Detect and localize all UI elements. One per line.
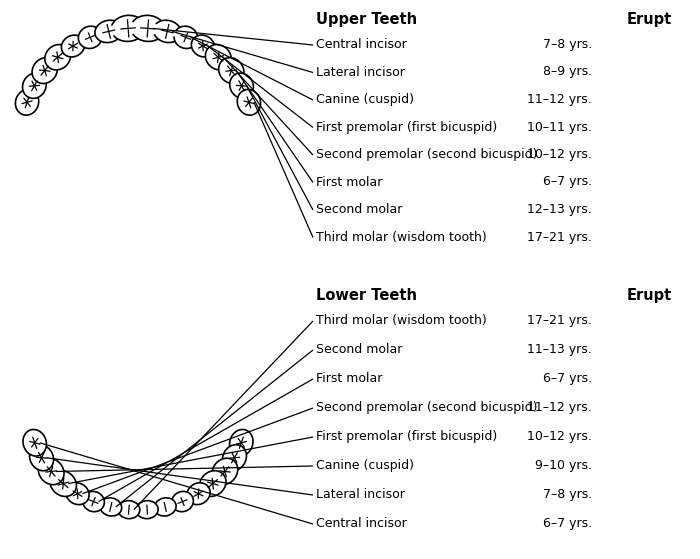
Ellipse shape <box>32 58 57 83</box>
Text: Third molar (wisdom tooth): Third molar (wisdom tooth) <box>316 314 486 327</box>
Ellipse shape <box>99 26 118 37</box>
Text: Canine (cuspid): Canine (cuspid) <box>316 93 414 106</box>
Text: First premolar (first bicuspid): First premolar (first bicuspid) <box>316 121 497 134</box>
Text: First molar: First molar <box>316 372 382 385</box>
Ellipse shape <box>45 45 71 70</box>
Ellipse shape <box>172 491 193 511</box>
Text: 11–12 yrs.: 11–12 yrs. <box>527 93 592 106</box>
Text: 6–7 yrs.: 6–7 yrs. <box>543 176 592 188</box>
Ellipse shape <box>212 458 238 485</box>
Ellipse shape <box>15 89 38 115</box>
Ellipse shape <box>62 35 85 57</box>
Text: Central incisor: Central incisor <box>316 38 407 51</box>
Ellipse shape <box>237 89 260 115</box>
Text: First premolar (first bicuspid): First premolar (first bicuspid) <box>316 430 497 443</box>
Text: 11–12 yrs.: 11–12 yrs. <box>527 401 592 414</box>
Text: 7–8 yrs.: 7–8 yrs. <box>542 38 592 51</box>
Text: 10–12 yrs.: 10–12 yrs. <box>527 148 592 161</box>
Text: 17–21 yrs.: 17–21 yrs. <box>527 230 592 244</box>
Text: Erupt: Erupt <box>627 288 672 303</box>
Text: Second molar: Second molar <box>316 343 402 356</box>
Ellipse shape <box>66 483 89 505</box>
Text: Third molar (wisdom tooth): Third molar (wisdom tooth) <box>316 230 486 244</box>
Ellipse shape <box>100 498 122 516</box>
Ellipse shape <box>174 26 197 49</box>
Ellipse shape <box>23 429 46 456</box>
Text: 7–8 yrs.: 7–8 yrs. <box>542 488 592 501</box>
Ellipse shape <box>78 26 102 49</box>
Ellipse shape <box>131 15 164 41</box>
Ellipse shape <box>223 445 246 471</box>
Text: 6–7 yrs.: 6–7 yrs. <box>543 372 592 385</box>
Ellipse shape <box>153 20 181 42</box>
Text: 17–21 yrs.: 17–21 yrs. <box>527 314 592 327</box>
Ellipse shape <box>199 471 226 496</box>
Text: Second molar: Second molar <box>316 203 402 216</box>
Text: Lateral incisor: Lateral incisor <box>316 65 405 78</box>
Ellipse shape <box>118 501 140 519</box>
Text: 11–13 yrs.: 11–13 yrs. <box>527 343 592 356</box>
Text: 9–10 yrs.: 9–10 yrs. <box>535 459 592 472</box>
Ellipse shape <box>191 35 215 57</box>
Text: 10–11 yrs.: 10–11 yrs. <box>527 121 592 134</box>
Ellipse shape <box>83 491 104 511</box>
Ellipse shape <box>205 45 231 70</box>
Text: Central incisor: Central incisor <box>316 517 407 530</box>
Ellipse shape <box>116 22 140 35</box>
Ellipse shape <box>136 501 158 519</box>
Text: Second premolar (second bicuspid): Second premolar (second bicuspid) <box>316 148 538 161</box>
Text: 10–12 yrs.: 10–12 yrs. <box>527 430 592 443</box>
Text: First molar: First molar <box>316 176 382 188</box>
Text: 8–9 yrs.: 8–9 yrs. <box>543 65 592 78</box>
Text: Lower Teeth: Lower Teeth <box>316 288 417 303</box>
Ellipse shape <box>154 498 176 516</box>
Text: 6–7 yrs.: 6–7 yrs. <box>543 517 592 530</box>
Ellipse shape <box>22 73 46 98</box>
Ellipse shape <box>38 458 64 485</box>
Ellipse shape <box>29 445 54 471</box>
Ellipse shape <box>230 429 253 456</box>
Ellipse shape <box>95 20 122 42</box>
Ellipse shape <box>158 26 177 37</box>
Ellipse shape <box>136 22 160 35</box>
Text: Second premolar (second bicuspid): Second premolar (second bicuspid) <box>316 401 538 414</box>
Ellipse shape <box>218 58 244 83</box>
Text: Lateral incisor: Lateral incisor <box>316 488 405 501</box>
Ellipse shape <box>230 73 253 98</box>
Text: Canine (cuspid): Canine (cuspid) <box>316 459 414 472</box>
Text: Upper Teeth: Upper Teeth <box>316 12 417 27</box>
Text: Erupt: Erupt <box>627 12 672 27</box>
Ellipse shape <box>187 483 210 505</box>
Text: 12–13 yrs.: 12–13 yrs. <box>527 203 592 216</box>
Ellipse shape <box>111 15 145 41</box>
Ellipse shape <box>50 471 76 496</box>
